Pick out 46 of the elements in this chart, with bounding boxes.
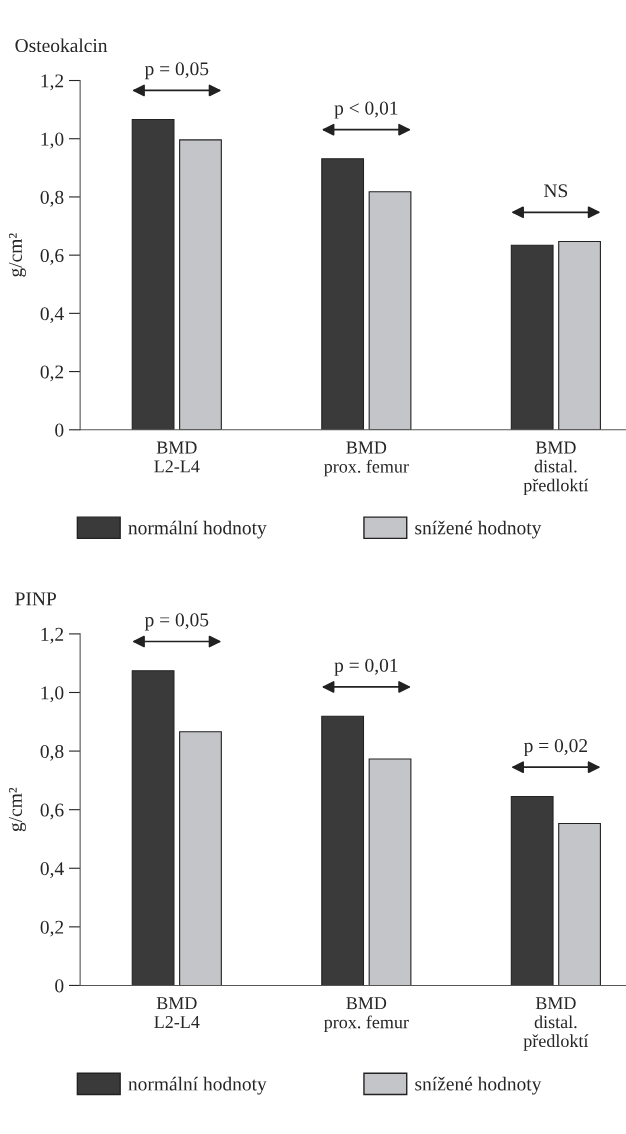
y-tick-label: 0,2 bbox=[40, 365, 64, 382]
annotation: p = 0,02 bbox=[523, 739, 588, 757]
bar bbox=[368, 191, 412, 430]
x-tick-label: BMD prox. femur bbox=[324, 441, 409, 477]
bar bbox=[558, 822, 601, 986]
text: p = 0,05 bbox=[144, 62, 209, 80]
chart-title: PINP bbox=[15, 592, 56, 606]
y-tick-label: 1,2 bbox=[41, 74, 64, 91]
y-axis-title: g/cm² bbox=[8, 787, 26, 832]
y-tick-label: 0,6 bbox=[40, 248, 64, 265]
y-tick-label: 0,8 bbox=[40, 190, 64, 207]
x-tick-label: BMD L2-L4 bbox=[154, 441, 200, 473]
bar bbox=[131, 118, 175, 430]
legend-label: normální hodnoty bbox=[128, 520, 267, 539]
legend-label: snížené hodnoty bbox=[415, 520, 542, 539]
x-tick-label: BMD distal. předloktí bbox=[523, 441, 589, 496]
bar bbox=[510, 795, 554, 986]
annotation: NS bbox=[544, 184, 568, 198]
x-tick-label: BMD prox. femur bbox=[324, 997, 409, 1033]
y-axis-title: g/cm² bbox=[8, 233, 26, 277]
y-tick-label: 1,0 bbox=[41, 132, 64, 149]
y-tick-label: 0,8 bbox=[40, 744, 64, 761]
legend-label: normální hodnoty bbox=[128, 1076, 267, 1095]
bar bbox=[179, 139, 222, 430]
annotation: p < 0,01 bbox=[334, 101, 398, 119]
bar bbox=[321, 158, 365, 430]
x-tick-label: BMD L2-L4 bbox=[154, 997, 200, 1028]
y-tick-label: 0,4 bbox=[40, 307, 64, 324]
y-tick-label: 0,4 bbox=[40, 862, 64, 878]
bar bbox=[368, 758, 412, 986]
y-tick-label: 1,0 bbox=[41, 686, 64, 703]
x-tick-label: BMD distal. předloktí bbox=[523, 997, 589, 1051]
y-tick-label: 0 bbox=[55, 979, 64, 993]
bar bbox=[558, 240, 601, 430]
annotation: p = 0,01 bbox=[334, 658, 398, 676]
bar bbox=[179, 731, 222, 986]
y-tick-label: 0,6 bbox=[40, 803, 64, 820]
y-tick-label: 0,2 bbox=[40, 920, 64, 937]
chart-title: Osteokalcin bbox=[15, 38, 108, 53]
text: p = 0,05 bbox=[144, 613, 209, 631]
y-tick-label: 0 bbox=[55, 423, 64, 437]
bar bbox=[321, 715, 365, 986]
bar bbox=[510, 244, 554, 430]
bar bbox=[131, 670, 175, 986]
y-tick-label: 1,2 bbox=[41, 627, 64, 644]
legend-label: snížené hodnoty bbox=[415, 1076, 542, 1095]
